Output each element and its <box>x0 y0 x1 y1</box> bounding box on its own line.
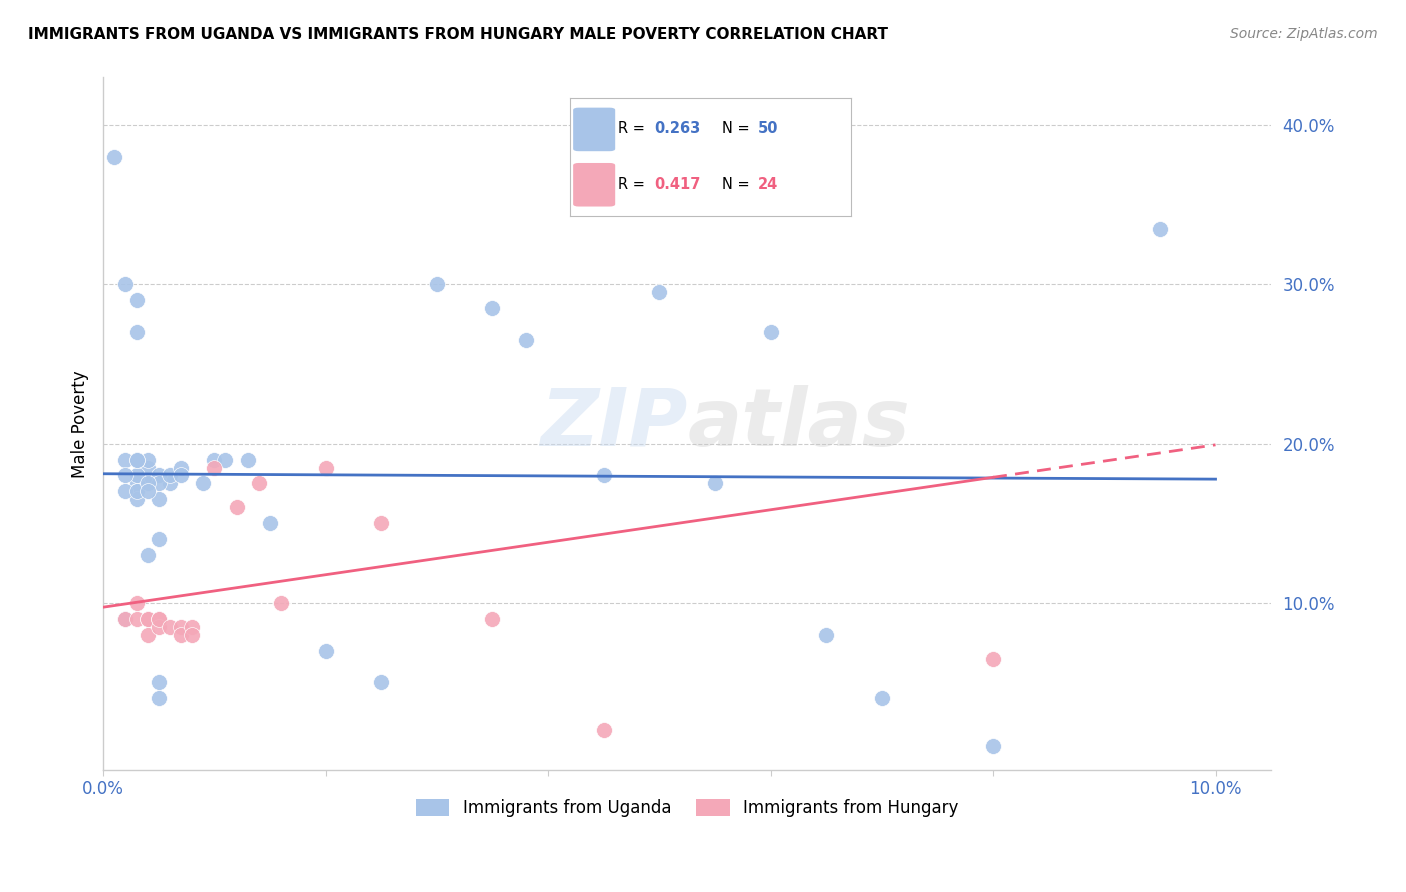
Point <box>159 620 181 634</box>
Point <box>125 468 148 483</box>
Text: ZIP: ZIP <box>540 384 688 463</box>
Point <box>148 675 170 690</box>
Legend: Immigrants from Uganda, Immigrants from Hungary: Immigrants from Uganda, Immigrants from … <box>409 792 965 824</box>
Point <box>370 516 392 531</box>
Point <box>426 277 449 292</box>
Point <box>136 484 159 499</box>
Point <box>247 476 270 491</box>
Point <box>236 452 259 467</box>
Point <box>136 612 159 626</box>
Point <box>225 500 247 515</box>
Point <box>148 492 170 507</box>
Point <box>114 277 136 292</box>
Point <box>592 468 614 483</box>
Point <box>1149 221 1171 235</box>
Point <box>259 516 281 531</box>
Point <box>125 476 148 491</box>
Point <box>481 612 503 626</box>
Point <box>270 596 292 610</box>
Point <box>125 492 148 507</box>
Point <box>125 484 148 499</box>
Point <box>114 484 136 499</box>
Point <box>125 484 148 499</box>
Point <box>759 150 782 164</box>
Point <box>202 452 225 467</box>
Point <box>181 628 204 642</box>
Point <box>181 620 204 634</box>
Point <box>125 293 148 308</box>
Point <box>136 460 159 475</box>
Point <box>148 612 170 626</box>
Point <box>648 285 671 300</box>
Point <box>148 620 170 634</box>
Point <box>515 333 537 347</box>
Point <box>202 460 225 475</box>
Point <box>148 532 170 546</box>
Point <box>170 620 193 634</box>
Text: Source: ZipAtlas.com: Source: ZipAtlas.com <box>1230 27 1378 41</box>
Text: IMMIGRANTS FROM UGANDA VS IMMIGRANTS FROM HUNGARY MALE POVERTY CORRELATION CHART: IMMIGRANTS FROM UGANDA VS IMMIGRANTS FRO… <box>28 27 889 42</box>
Point <box>125 612 148 626</box>
Point <box>159 476 181 491</box>
Text: atlas: atlas <box>688 384 910 463</box>
Point <box>815 628 838 642</box>
Point <box>136 612 159 626</box>
Point <box>148 468 170 483</box>
Point <box>170 628 193 642</box>
Point <box>114 612 136 626</box>
Point <box>481 301 503 316</box>
Point <box>103 150 125 164</box>
Point <box>136 628 159 642</box>
Point <box>136 476 159 491</box>
Point <box>592 723 614 738</box>
Point <box>193 476 215 491</box>
Point <box>114 612 136 626</box>
Point <box>315 643 337 657</box>
Point <box>125 484 148 499</box>
Point <box>125 452 148 467</box>
Point <box>315 460 337 475</box>
Point <box>136 476 159 491</box>
Point <box>148 691 170 706</box>
Point <box>870 691 893 706</box>
Y-axis label: Male Poverty: Male Poverty <box>72 370 89 477</box>
Point <box>148 476 170 491</box>
Point <box>981 651 1004 665</box>
Point <box>125 596 148 610</box>
Point <box>170 460 193 475</box>
Point <box>159 468 181 483</box>
Point <box>981 739 1004 753</box>
Point <box>114 468 136 483</box>
Point <box>125 452 148 467</box>
Point <box>114 452 136 467</box>
Point <box>703 476 725 491</box>
Point <box>148 612 170 626</box>
Point <box>136 452 159 467</box>
Point <box>214 452 236 467</box>
Point <box>170 468 193 483</box>
Point <box>370 675 392 690</box>
Point <box>125 325 148 339</box>
Point <box>759 325 782 339</box>
Point <box>136 548 159 562</box>
